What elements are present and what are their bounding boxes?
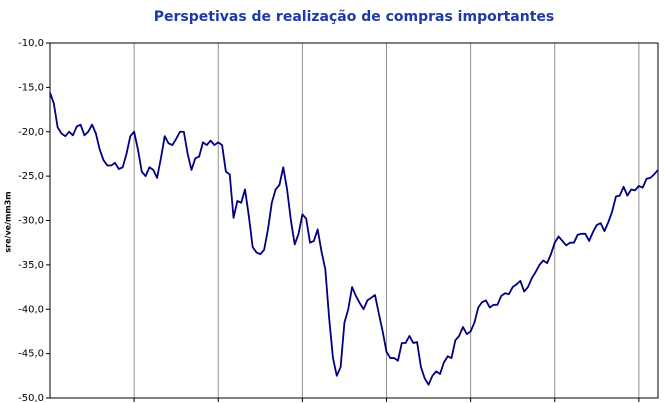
y-tick-label: -10,0 <box>18 38 44 49</box>
y-tick-label: -25,0 <box>18 171 44 182</box>
y-tick-label: -45,0 <box>18 349 44 360</box>
y-tick-label: -50,0 <box>18 393 44 403</box>
y-tick-label: -30,0 <box>18 216 44 227</box>
y-tick-label: -20,0 <box>18 127 44 138</box>
y-tick-label: -40,0 <box>18 304 44 315</box>
plot-frame <box>49 42 659 399</box>
line-series <box>49 92 659 386</box>
y-tick-label: -35,0 <box>18 260 44 271</box>
y-axis-label: sre/ve/mm3m <box>4 191 13 252</box>
y-tick-label: -15,0 <box>18 82 44 93</box>
chart-title: Perspetivas de realização de compras imp… <box>154 9 554 25</box>
